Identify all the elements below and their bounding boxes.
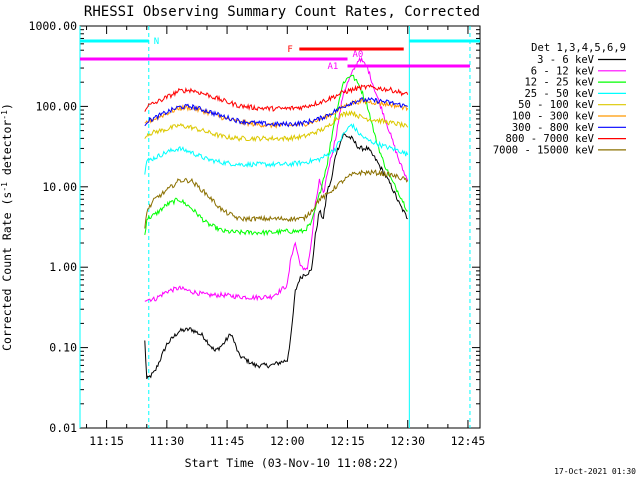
x-tick-label: 11:45: [210, 434, 245, 448]
series-line: [144, 132, 408, 380]
annotations: N F A0 A1: [79, 26, 480, 428]
x-axis-label: Start Time (03-Nov-10 11:08:22): [185, 456, 400, 470]
y-tick-label: 10.00: [42, 180, 77, 194]
legend-entry-label: 50 - 100 keV: [518, 99, 595, 111]
x-tick-label: 12:15: [330, 434, 365, 448]
legend-entry-label: 300 - 800 keV: [512, 122, 595, 134]
x-axis-ticks: 11:15 11:30 11:45 12:00 12:15 12:30 12:45: [86, 26, 486, 448]
series-line: [144, 110, 409, 143]
series-line: [144, 56, 409, 303]
legend-title: Det 1,3,4,5,6,9: [531, 42, 626, 54]
y-axis-ticks: 1000.00 100.00 10.00 1.00 0.10 0.01: [29, 19, 480, 435]
series-line: [144, 96, 408, 128]
y-axis-label-exp2: -1: [0, 110, 9, 120]
legend-entry-label: 12 - 25 keV: [524, 77, 594, 89]
chart-title: RHESSI Observing Summary Count Rates, Co…: [84, 4, 480, 20]
series-lines: [144, 56, 409, 380]
x-tick-label: 12:00: [270, 434, 305, 448]
series-line: [144, 74, 408, 237]
y-tick-label: 1.00: [49, 260, 77, 274]
plot-frame: [79, 25, 481, 429]
x-tick-label: 11:30: [150, 434, 185, 448]
y-tick-label: 0.10: [49, 341, 77, 355]
y-axis-label-mid: detector: [0, 120, 14, 182]
y-tick-label: 100.00: [35, 99, 77, 113]
legend-entry-label: 7000 - 15000 keV: [493, 144, 595, 156]
x-tick-label: 12:45: [451, 434, 486, 448]
y-axis-label-exp1: -1: [0, 182, 9, 192]
series-line: [144, 122, 409, 175]
y-axis-label: Corrected Count Rate (s-1 detector-1): [0, 103, 14, 351]
x-tick-label: 12:30: [390, 434, 425, 448]
y-tick-label: 1000.00: [29, 19, 78, 33]
y-tick-label: 0.01: [49, 421, 77, 435]
legend-entry-label: 6 - 12 keV: [531, 65, 595, 77]
legend-entry-label: 800 - 7000 keV: [505, 133, 594, 145]
legend-entry-label: 25 - 50 keV: [524, 88, 594, 100]
attenuator1-label: A1: [328, 62, 339, 72]
y-axis-label-main: Corrected Count Rate (s: [0, 192, 14, 351]
flare-label: F: [287, 45, 292, 55]
attenuator0-label: A0: [353, 50, 364, 60]
legend-entry-label: 3 - 6 keV: [537, 54, 595, 66]
series-line: [144, 83, 409, 112]
footer-date: 17-Oct-2021 01:30: [554, 467, 636, 476]
night-label: N: [154, 37, 159, 47]
x-tick-label: 11:15: [89, 434, 124, 448]
legend-entry-label: 100 - 300 keV: [512, 111, 595, 123]
series-line: [144, 97, 409, 129]
series-line: [144, 169, 409, 229]
y-axis-label-end: ): [0, 103, 14, 110]
